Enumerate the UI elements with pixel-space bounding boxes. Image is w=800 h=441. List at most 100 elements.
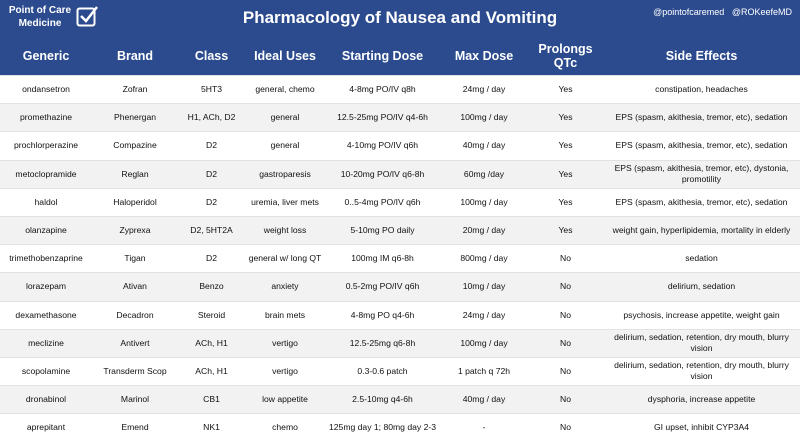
table-cell: ondansetron — [0, 76, 92, 104]
table-cell: delirium, sedation — [603, 273, 800, 301]
table-cell: 4-8mg PO q4-6h — [325, 301, 440, 329]
table-cell: Steroid — [178, 301, 245, 329]
table-cell: weight gain, hyperlipidemia, mortality i… — [603, 216, 800, 244]
handle: @ROKeefeMD — [732, 7, 792, 17]
table-cell: dronabinol — [0, 386, 92, 414]
table-cell: Transderm Scop — [92, 357, 178, 385]
table-cell: D2 — [178, 188, 245, 216]
table-cell: general w/ long QT — [245, 245, 325, 273]
table-cell: No — [528, 414, 603, 441]
table-cell: No — [528, 301, 603, 329]
table-cell: haldol — [0, 188, 92, 216]
table-cell: 4-8mg PO/IV q8h — [325, 76, 440, 104]
table-cell: anxiety — [245, 273, 325, 301]
table-cell: 0..5-4mg PO/IV q6h — [325, 188, 440, 216]
table-cell: Compazine — [92, 132, 178, 160]
table-cell: Phenergan — [92, 104, 178, 132]
table-cell: vertigo — [245, 357, 325, 385]
table-cell: 24mg / day — [440, 76, 528, 104]
table-cell: dysphoria, increase appetite — [603, 386, 800, 414]
table-cell: 12.5-25mg q6-8h — [325, 329, 440, 357]
table-cell: Marinol — [92, 386, 178, 414]
table-cell: constipation, headaches — [603, 76, 800, 104]
table-cell: 100mg / day — [440, 188, 528, 216]
column-header: Ideal Uses — [245, 37, 325, 76]
table-cell: - — [440, 414, 528, 441]
table-cell: D2 — [178, 245, 245, 273]
table-cell: EPS (spasm, akithesia, tremor, etc), dys… — [603, 160, 800, 188]
table-cell: No — [528, 273, 603, 301]
table-cell: 100mg / day — [440, 104, 528, 132]
table-cell: 100mg / day — [440, 329, 528, 357]
table-cell: delirium, sedation, retention, dry mouth… — [603, 329, 800, 357]
table-cell: uremia, liver mets — [245, 188, 325, 216]
table-cell: 2.5-10mg q4-6h — [325, 386, 440, 414]
table-cell: promethazine — [0, 104, 92, 132]
table-cell: scopolamine — [0, 357, 92, 385]
table-cell: Ativan — [92, 273, 178, 301]
table-cell: No — [528, 386, 603, 414]
table-cell: D2 — [178, 160, 245, 188]
table-cell: 5HT3 — [178, 76, 245, 104]
table-cell: 800mg / day — [440, 245, 528, 273]
table-cell: general — [245, 104, 325, 132]
table-cell: Yes — [528, 160, 603, 188]
page: Point of Care Medicine Pharmacology of N… — [0, 0, 800, 429]
table-cell: olanzapine — [0, 216, 92, 244]
table-cell: 12.5-25mg PO/IV q4-6h — [325, 104, 440, 132]
table-cell: delirium, sedation, retention, dry mouth… — [603, 357, 800, 385]
table-cell: CB1 — [178, 386, 245, 414]
table-cell: EPS (spasm, akithesia, tremor, etc), sed… — [603, 132, 800, 160]
table-cell: vertigo — [245, 329, 325, 357]
table-cell: GI upset, inhibit CYP3A4 — [603, 414, 800, 441]
table-cell: 0.3-0.6 patch — [325, 357, 440, 385]
table-cell: weight loss — [245, 216, 325, 244]
table-cell: 60mg /day — [440, 160, 528, 188]
table-cell: Tigan — [92, 245, 178, 273]
table-cell: 0.5-2mg PO/IV q6h — [325, 273, 440, 301]
table-cell: gastroparesis — [245, 160, 325, 188]
table-cell: Benzo — [178, 273, 245, 301]
table-cell: Emend — [92, 414, 178, 441]
table-cell: aprepitant — [0, 414, 92, 441]
table-cell: Yes — [528, 132, 603, 160]
table-cell: Haloperidol — [92, 188, 178, 216]
table-cell: ACh, H1 — [178, 329, 245, 357]
table-cell: trimethobenzaprine — [0, 245, 92, 273]
table-cell: low appetite — [245, 386, 325, 414]
table-cell: No — [528, 329, 603, 357]
table-cell: Zofran — [92, 76, 178, 104]
table-cell: general, chemo — [245, 76, 325, 104]
table-cell: 5-10mg PO daily — [325, 216, 440, 244]
table-cell: Yes — [528, 188, 603, 216]
table-cell: Reglan — [92, 160, 178, 188]
table-cell: 20mg / day — [440, 216, 528, 244]
table-cell: meclizine — [0, 329, 92, 357]
table-cell: 125mg day 1; 80mg day 2-3 — [325, 414, 440, 441]
table-cell: D2 — [178, 132, 245, 160]
column-header: Side Effects — [603, 37, 800, 76]
table-cell: ACh, H1 — [178, 357, 245, 385]
table-cell: 100mg IM q6-8h — [325, 245, 440, 273]
table-cell: Yes — [528, 76, 603, 104]
table-cell: No — [528, 245, 603, 273]
table-cell: general — [245, 132, 325, 160]
table-cell: prochlorperazine — [0, 132, 92, 160]
table-cell: sedation — [603, 245, 800, 273]
table-cell: lorazepam — [0, 273, 92, 301]
table-cell: 1 patch q 72h — [440, 357, 528, 385]
table-cell: dexamethasone — [0, 301, 92, 329]
table-cell: Yes — [528, 104, 603, 132]
column-header: Starting Dose — [325, 37, 440, 76]
table-cell: H1, ACh, D2 — [178, 104, 245, 132]
